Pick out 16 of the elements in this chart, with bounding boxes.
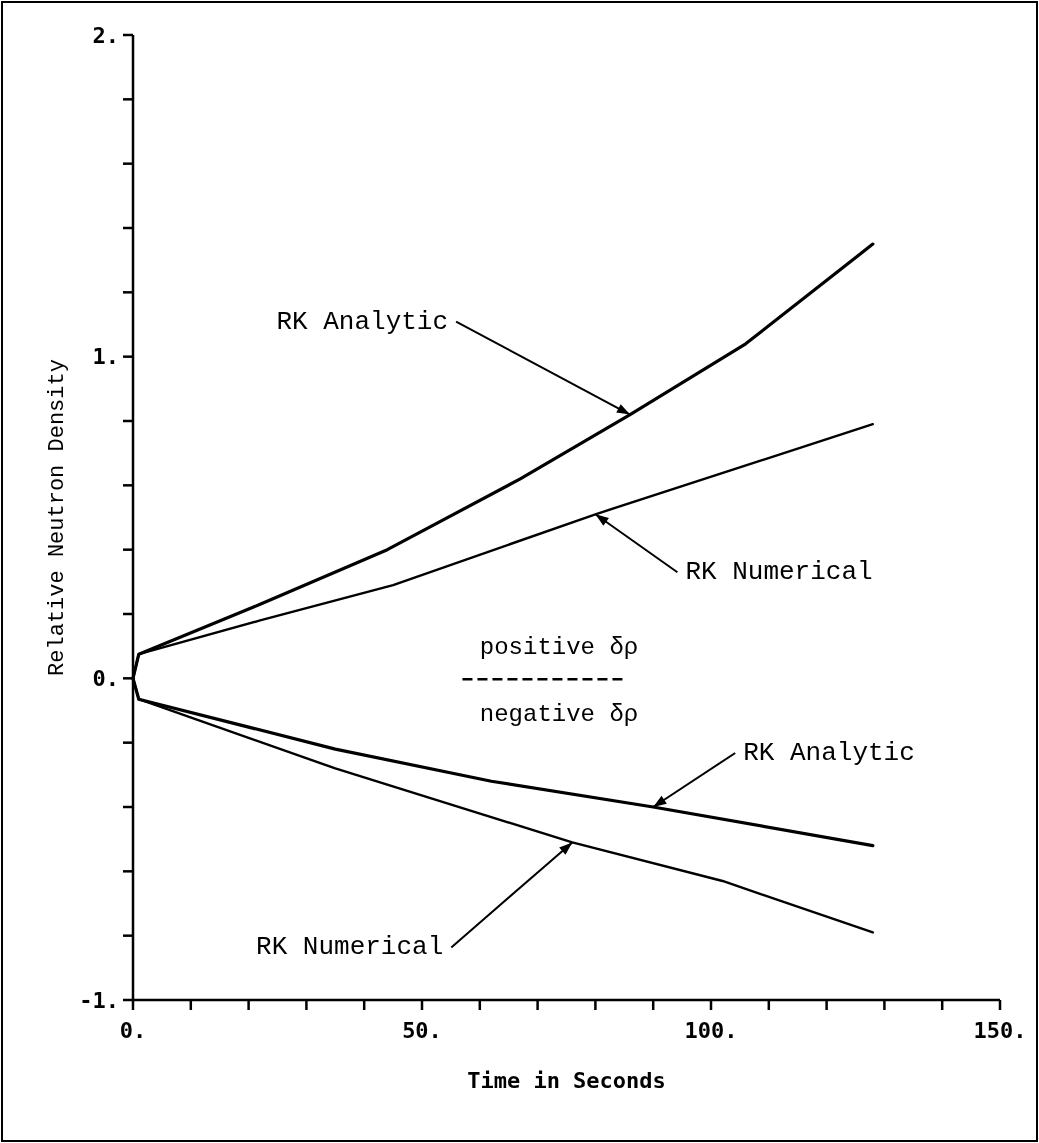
x-tick-label: 150.	[973, 1018, 1027, 1043]
y-tick-label: 1.	[92, 344, 119, 370]
annotation: RK Numerical	[256, 932, 444, 963]
annotation: RK Analytic	[276, 306, 449, 337]
annotation: positive δρ	[479, 634, 639, 662]
annotation: RK Numerical	[685, 557, 873, 588]
y-axis-title: Relative Neutron Density	[45, 359, 70, 676]
annotation: negative δρ	[479, 701, 639, 729]
x-tick-label: 100.	[684, 1018, 738, 1043]
x-tick-label: 50.	[402, 1018, 442, 1043]
x-axis-title: Time in Seconds	[467, 1068, 666, 1093]
y-tick-label: 2.	[92, 22, 119, 48]
annotation: RK Analytic	[743, 738, 915, 768]
y-tick-label: -1.	[79, 987, 119, 1013]
x-tick-label: 0.	[119, 1018, 147, 1043]
y-tick-label: 0.	[92, 666, 119, 692]
